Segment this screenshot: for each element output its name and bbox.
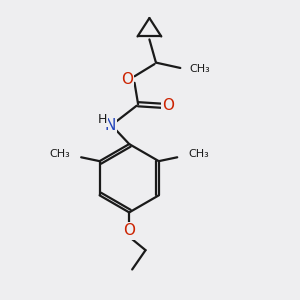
Text: CH₃: CH₃ <box>188 149 209 159</box>
Text: O: O <box>123 223 135 238</box>
Text: N: N <box>105 118 116 133</box>
Text: O: O <box>162 98 174 113</box>
Text: CH₃: CH₃ <box>189 64 210 74</box>
Text: CH₃: CH₃ <box>49 149 70 159</box>
Text: O: O <box>121 72 133 87</box>
Text: H: H <box>98 112 107 126</box>
